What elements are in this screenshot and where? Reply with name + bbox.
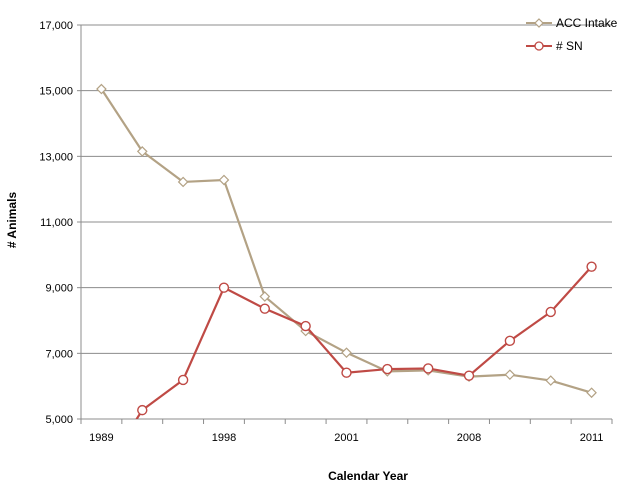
series-1-point-5	[300, 320, 311, 332]
series	[96, 83, 597, 479]
legend: ACC Intake # SN	[526, 16, 618, 53]
y-axis-title: # Animals	[5, 192, 19, 249]
series-1-point-11	[545, 306, 556, 318]
x-tick-label-4: 2011	[580, 432, 604, 444]
legend-label-0: ACC Intake	[556, 16, 618, 30]
series-1-point-6	[341, 367, 352, 378]
y-tick-label-6: 17,000	[39, 20, 73, 32]
tick-labels: 5,000 7,000 9,000 11,000 13,000 15,000 17,000 1…	[39, 20, 603, 444]
y-tick-label-0: 5,000	[45, 414, 73, 426]
axes	[77, 24, 613, 424]
series-0-line	[100, 88, 592, 394]
series-1	[97, 261, 597, 479]
series-0-point-12	[586, 387, 597, 399]
y-tick-label-1: 7,000	[45, 348, 73, 360]
legend-item-0: ACC Intake	[526, 16, 618, 30]
series-1-point-0	[97, 470, 106, 479]
series-1-point-7	[382, 363, 393, 375]
series-0-point-0	[96, 83, 107, 95]
series-0-point-6	[341, 347, 352, 359]
series-0-point-3	[218, 174, 230, 186]
x-tick-label-3: 2008	[457, 432, 481, 444]
legend-item-1: # SN	[526, 39, 583, 53]
legend-marker-0	[534, 18, 544, 28]
series-0-point-2	[177, 176, 189, 188]
y-tick-label-2: 9,000	[45, 283, 73, 295]
series-1-point-10	[504, 335, 516, 347]
y-tick-label-4: 13,000	[39, 151, 73, 163]
series-0-point-10	[504, 369, 516, 381]
y-tick-label-5: 15,000	[39, 86, 73, 98]
series-1-point-2	[177, 374, 189, 386]
series-1-point-9	[463, 370, 475, 381]
legend-label-1: # SN	[556, 39, 583, 53]
y-tick-label-3: 11,000	[40, 217, 73, 229]
series-0	[96, 83, 597, 399]
gridlines	[81, 24, 612, 354]
series-1-point-1	[137, 404, 148, 416]
x-axis-title: Calendar Year	[328, 469, 408, 483]
series-1-point-3	[218, 282, 230, 293]
series-0-point-4	[259, 291, 271, 302]
x-tick-label-0: 1989	[89, 432, 113, 444]
series-1-point-12	[586, 261, 597, 272]
x-tick-label-1: 1998	[212, 432, 236, 444]
legend-marker-1	[534, 41, 544, 51]
x-tick-label-2: 2001	[334, 432, 358, 444]
series-0-point-11	[545, 375, 557, 386]
series-1-point-4	[259, 303, 271, 314]
series-1-point-8	[422, 363, 434, 374]
series-0-point-1	[136, 146, 148, 157]
